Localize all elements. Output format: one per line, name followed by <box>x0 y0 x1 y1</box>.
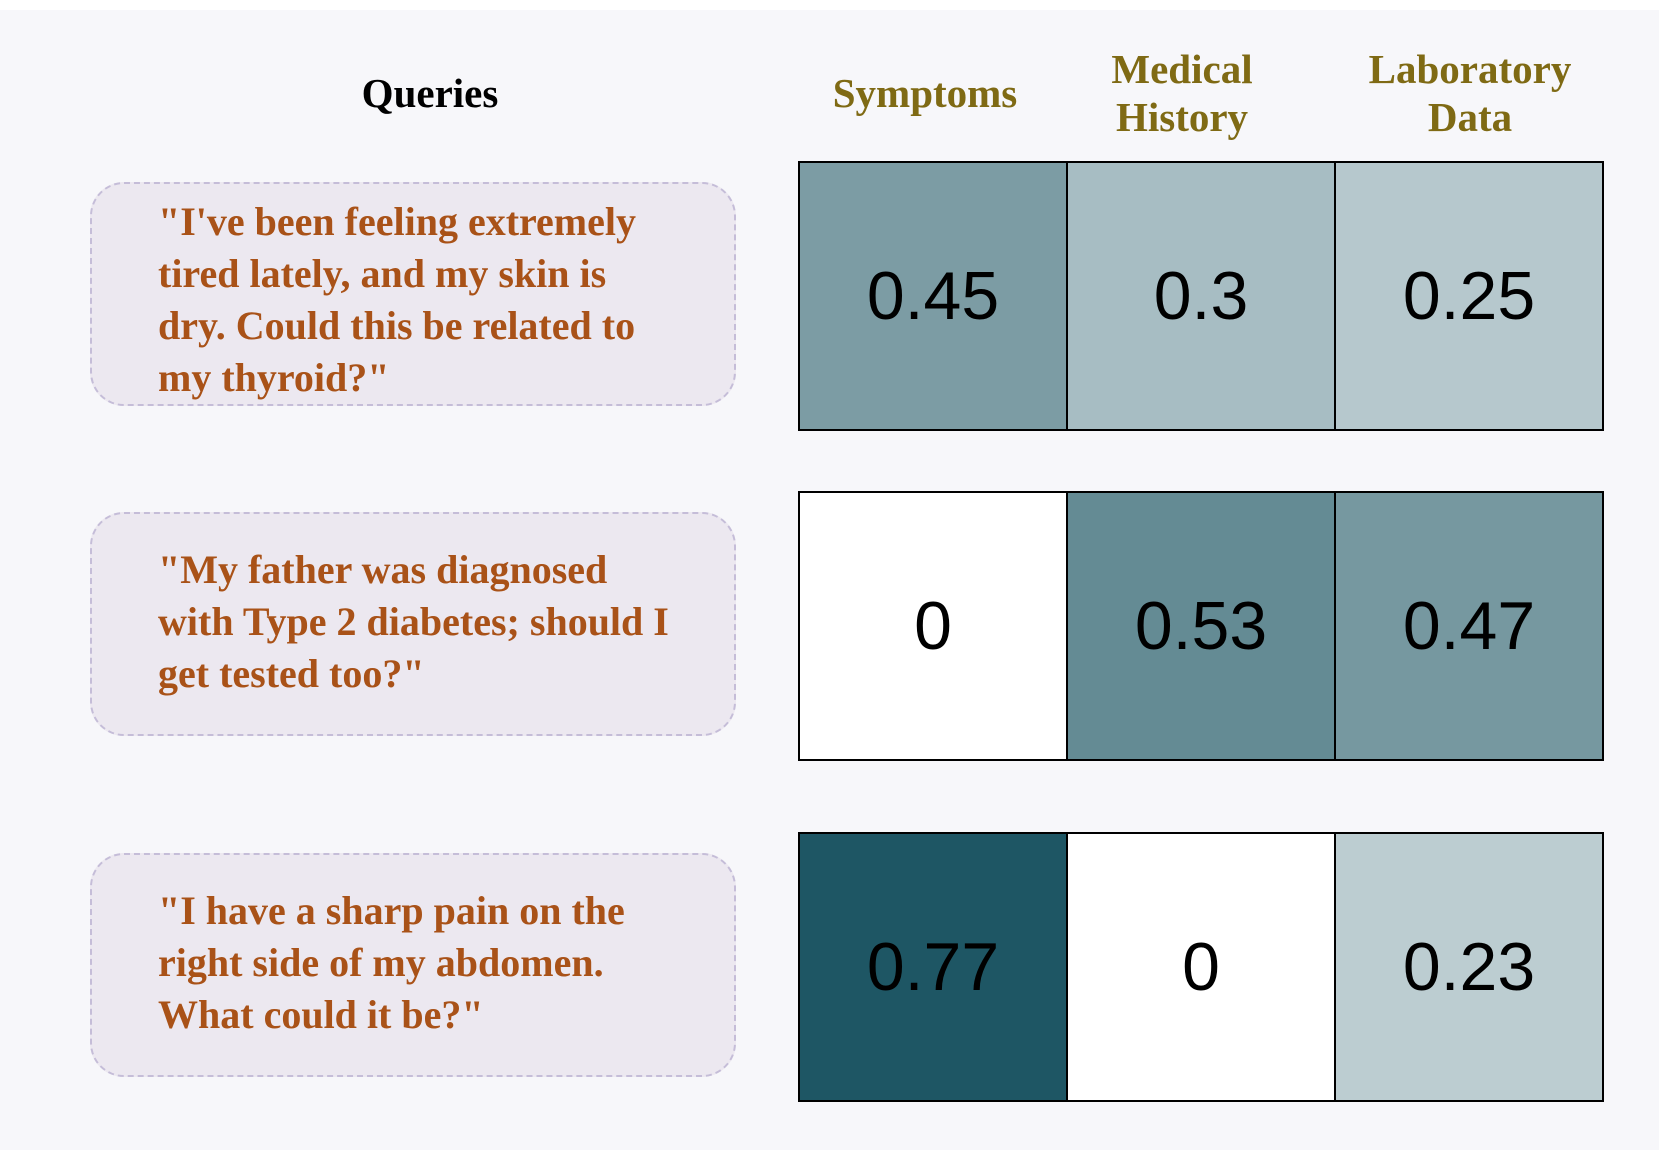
query-line: "I've been feeling extremely <box>158 199 636 244</box>
column-header-medical-history: Medical History <box>1047 45 1317 141</box>
query-box: "I've been feeling extremely tired latel… <box>90 182 736 406</box>
heatmap-row: 0.77 0 0.23 <box>798 832 1604 1102</box>
query-box: "My father was diagnosed with Type 2 dia… <box>90 512 736 736</box>
heatmap-cell: 0.3 <box>1066 163 1334 429</box>
column-header-laboratory-data: Laboratory Data <box>1335 45 1605 141</box>
column-header-line: Data <box>1427 94 1513 140</box>
column-header-line: History <box>1115 94 1249 140</box>
queries-column-header: Queries <box>361 70 499 116</box>
column-header-line: Symptoms <box>832 70 1018 116</box>
heatmap-row: 0.45 0.3 0.25 <box>798 161 1604 431</box>
heatmap-cell: 0 <box>1066 834 1334 1100</box>
heatmap-cell: 0.25 <box>1334 163 1602 429</box>
heatmap-cell: 0 <box>800 493 1066 759</box>
query-line: right side of my abdomen. <box>158 940 604 985</box>
query-text: "I have a sharp pain on the right side o… <box>158 885 734 1041</box>
query-line: with Type 2 diabetes; should I <box>158 599 669 644</box>
query-line: tired lately, and my skin is <box>158 251 607 296</box>
heatmap-cell: 0.77 <box>800 834 1066 1100</box>
column-header-line: Medical <box>1111 46 1253 92</box>
query-line: "I have a sharp pain on the <box>158 888 625 933</box>
query-line: "My father was diagnosed <box>158 547 608 592</box>
heatmap-cell: 0.45 <box>800 163 1066 429</box>
heatmap-row: 0 0.53 0.47 <box>798 491 1604 761</box>
query-box: "I have a sharp pain on the right side o… <box>90 853 736 1077</box>
query-line: my thyroid?" <box>158 355 390 400</box>
query-line: What could it be?" <box>158 992 484 1037</box>
heatmap-cell: 0.23 <box>1334 834 1602 1100</box>
query-line: dry. Could this be related to <box>158 303 636 348</box>
query-line: get tested too?" <box>158 651 425 696</box>
heatmap-cell: 0.47 <box>1334 493 1602 759</box>
heatmap-figure: Queries Symptoms Medical History Laborat… <box>0 10 1659 1150</box>
column-header-symptoms: Symptoms <box>790 69 1060 117</box>
heatmap-cell: 0.53 <box>1066 493 1334 759</box>
query-text: "My father was diagnosed with Type 2 dia… <box>158 544 734 700</box>
column-header-line: Laboratory <box>1368 46 1572 92</box>
query-text: "I've been feeling extremely tired latel… <box>158 196 734 404</box>
